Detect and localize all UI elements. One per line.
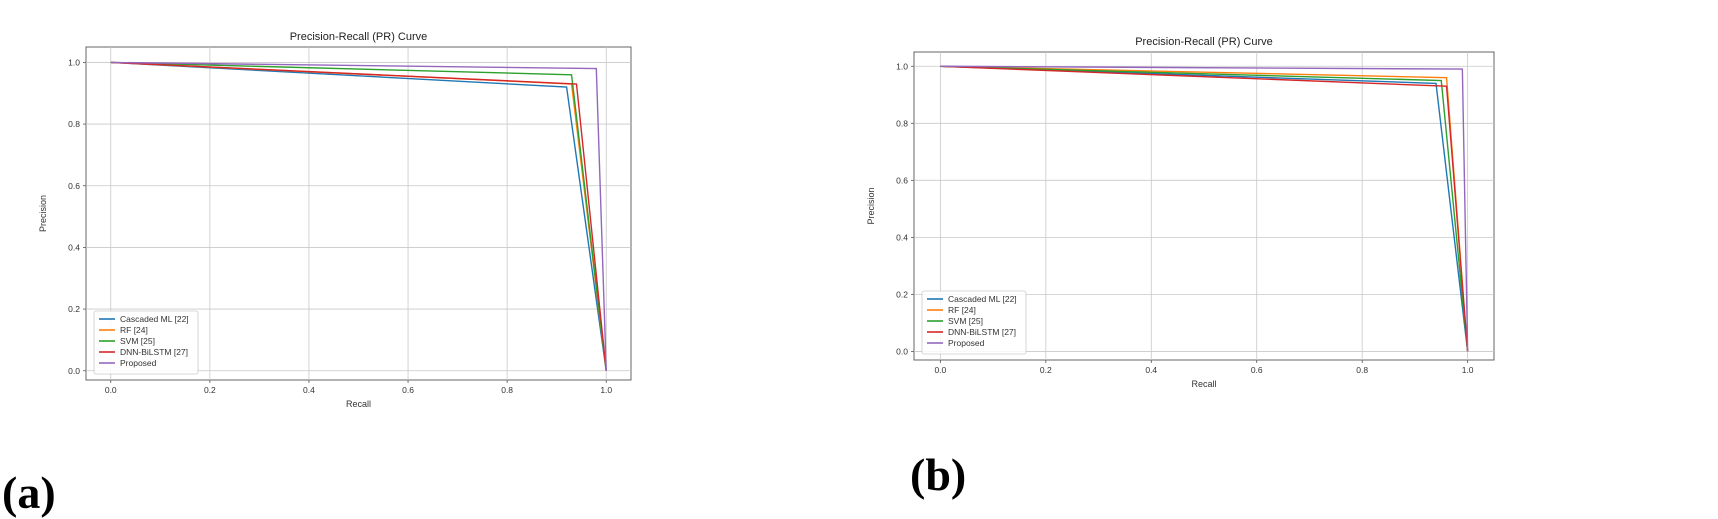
x-tick-label: 0.4 [303,385,315,395]
panel-label-b: (b) [910,449,967,500]
y-tick-label: 0.8 [896,118,908,128]
legend-entry: Cascaded ML [22] [120,314,189,324]
y-tick-label: 0.2 [68,304,80,314]
series-line-1 [110,61,607,371]
y-tick-label: 0.0 [896,346,908,356]
legend-entry: RF [24] [948,305,976,315]
panel-label-a: (a) [2,467,56,518]
series-line-3 [110,61,607,371]
x-tick-label: 0.4 [1145,365,1157,375]
chart-panel-b: 0.0 0.2 0.4 0.6 0.8 1.0 0.0 0.2 0.4 0.6 0.8 1.0 Prec… [866,36,1495,389]
legend-box [93,310,199,375]
legend-entry: SVM [25] [120,336,155,346]
x-tick-label: 0.0 [105,385,117,395]
legend-entry: DNN-BiLSTM [27] [120,347,188,357]
series-line-1 [940,65,1469,352]
legend-entry: Proposed [120,358,157,368]
y-axis-label: Precision [866,187,876,224]
y-tick-label: 1.0 [896,61,908,71]
x-axis-label: Recall [346,399,371,409]
pr-curve-chart-a: 0.0 0.2 0.4 0.6 0.8 1.0 0.0 0.2 0.4 0.6 0.8 1.0 Prec… [38,31,632,409]
series-line-4 [110,61,607,371]
y-tick-label: 0.0 [68,366,80,376]
x-tick-label: 0.6 [402,385,414,395]
y-tick-label: 0.2 [896,289,908,299]
x-tick-label: 1.0 [1462,365,1474,375]
x-tick-label: 0.8 [501,385,513,395]
y-tick-label: 0.6 [68,181,80,191]
legend-entry: Proposed [948,338,985,348]
chart-title: Precision-Recall (PR) Curve [290,31,428,43]
series-line-3 [940,65,1469,352]
x-axis-label: Recall [1191,379,1216,389]
chart-panel-a: 0.0 0.2 0.4 0.6 0.8 1.0 0.0 0.2 0.4 0.6 0.8 1.0 Prec… [0,0,700,470]
x-tick-label: 0.2 [204,385,216,395]
y-tick-label: 1.0 [68,57,80,67]
x-tick-label: 0.0 [934,365,946,375]
x-tick-label: 0.6 [1251,365,1263,375]
y-tick-label: 0.6 [896,175,908,185]
legend: Cascaded ML [22]RF [24]SVM [25]DNN-BiLST… [93,310,199,375]
x-tick-label: 0.2 [1040,365,1052,375]
legend-entry: DNN-BiLSTM [27] [948,327,1016,337]
y-tick-label: 0.4 [896,232,908,242]
legend: Cascaded ML [22]RF [24]SVM [25]DNN-BiLST… [921,290,1027,355]
series-line-5 [110,61,607,371]
y-tick-label: 0.4 [68,242,80,252]
x-tick-label: 0.8 [1356,365,1368,375]
series-line-4 [940,65,1469,352]
series-line-5 [940,65,1469,352]
y-axis-label: Precision [38,195,48,232]
legend-entry: RF [24] [120,325,148,335]
x-tick-label: 1.0 [600,385,612,395]
legend-box [921,290,1027,355]
legend-entry: Cascaded ML [22] [948,294,1017,304]
legend-entry: SVM [25] [948,316,983,326]
pr-curve-chart-b: 0.0 0.2 0.4 0.6 0.8 1.0 0.0 0.2 0.4 0.6 0.8 1.0 Prec… [866,36,1495,389]
chart-title: Precision-Recall (PR) Curve [1135,36,1273,48]
y-tick-label: 0.8 [68,119,80,129]
